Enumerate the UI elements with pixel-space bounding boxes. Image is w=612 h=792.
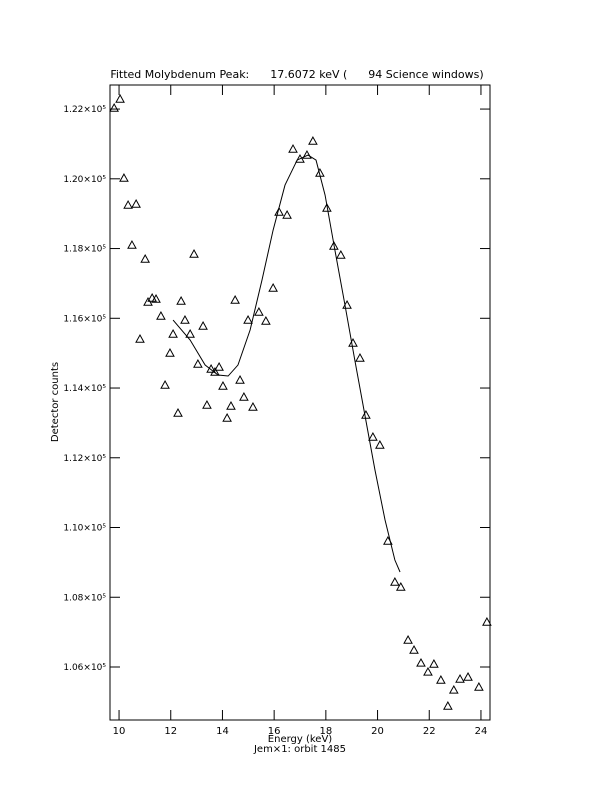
data-point — [348, 338, 358, 347]
data-point — [403, 634, 413, 644]
x-tick-label: 22 — [423, 726, 436, 737]
data-point — [436, 674, 446, 684]
data-point — [429, 658, 439, 668]
data-point — [248, 402, 258, 411]
data-point — [135, 334, 145, 343]
y-tick-label: 1.20×10⁵ — [63, 175, 106, 185]
data-point — [127, 240, 137, 249]
data-point — [355, 353, 365, 362]
x-tick-label: 24 — [475, 726, 488, 737]
data-point — [156, 311, 166, 320]
data-point — [198, 320, 208, 330]
fit-curve — [172, 154, 401, 573]
plot-frame — [109, 84, 491, 721]
data-point — [335, 250, 346, 259]
data-point — [308, 136, 318, 145]
y-tick-label: 1.16×10⁵ — [63, 314, 106, 324]
data-point — [226, 400, 236, 410]
data-point — [261, 316, 271, 325]
data-point — [173, 408, 183, 417]
data-point — [302, 150, 312, 159]
data-point — [375, 439, 385, 449]
x-tick-label: 20 — [371, 726, 384, 737]
data-point — [131, 199, 141, 208]
data-point — [322, 203, 332, 212]
data-point — [123, 200, 133, 209]
data-point — [185, 329, 195, 338]
data-point — [288, 144, 298, 153]
data-point — [395, 581, 406, 591]
x-tick-label: 10 — [113, 726, 126, 737]
data-point — [165, 347, 175, 357]
data-point — [109, 103, 119, 112]
x-tick-label: 16 — [268, 726, 281, 737]
data-point — [222, 413, 232, 422]
data-point — [189, 249, 199, 258]
data-point — [235, 375, 245, 384]
data-point — [115, 94, 125, 103]
data-point — [151, 294, 161, 303]
y-tick-label: 1.12×10⁵ — [63, 454, 106, 464]
x-tick-label: 12 — [164, 726, 177, 737]
data-point — [218, 381, 228, 390]
y-tick-label: 1.18×10⁵ — [63, 245, 106, 255]
y-tick-label: 1.08×10⁵ — [63, 593, 106, 603]
data-point — [239, 391, 249, 401]
data-point — [243, 315, 253, 324]
data-point — [168, 329, 178, 338]
data-point — [230, 295, 240, 304]
y-tick-label: 1.14×10⁵ — [63, 384, 106, 394]
data-point — [214, 362, 224, 371]
y-tick-label: 1.22×10⁵ — [63, 105, 106, 115]
y-axis-label: Detector counts — [50, 362, 61, 442]
data-point — [423, 666, 433, 676]
data-point — [180, 315, 190, 324]
data-point — [160, 380, 170, 389]
data-point — [448, 684, 459, 694]
chart-title: Fitted Molybdenum Peak: 17.6072 keV ( 94… — [110, 68, 483, 81]
data-point — [409, 644, 419, 654]
x-tick-label: 18 — [319, 726, 332, 737]
footnote: Jem×1: orbit 1485 — [253, 744, 346, 755]
data-point — [455, 673, 465, 683]
data-point — [416, 657, 426, 667]
data-point — [482, 616, 492, 626]
data-point — [176, 295, 186, 305]
data-point — [268, 283, 278, 292]
data-point — [390, 576, 400, 586]
x-axis-label: Energy (keV) — [268, 734, 333, 745]
data-point — [254, 307, 264, 316]
data-point — [295, 154, 305, 163]
data-point — [202, 400, 212, 409]
data-point — [193, 359, 203, 368]
y-tick-label: 1.06×10⁵ — [63, 663, 106, 673]
data-point — [329, 241, 339, 250]
data-point — [474, 681, 484, 691]
data-point — [274, 207, 284, 216]
data-point — [368, 431, 378, 441]
data-point — [463, 671, 473, 681]
data-point — [119, 173, 129, 182]
x-tick-label: 14 — [216, 726, 229, 737]
data-point — [443, 700, 453, 710]
y-tick-label: 1.10×10⁵ — [63, 524, 106, 534]
data-point — [140, 254, 151, 263]
data-point — [282, 210, 292, 219]
